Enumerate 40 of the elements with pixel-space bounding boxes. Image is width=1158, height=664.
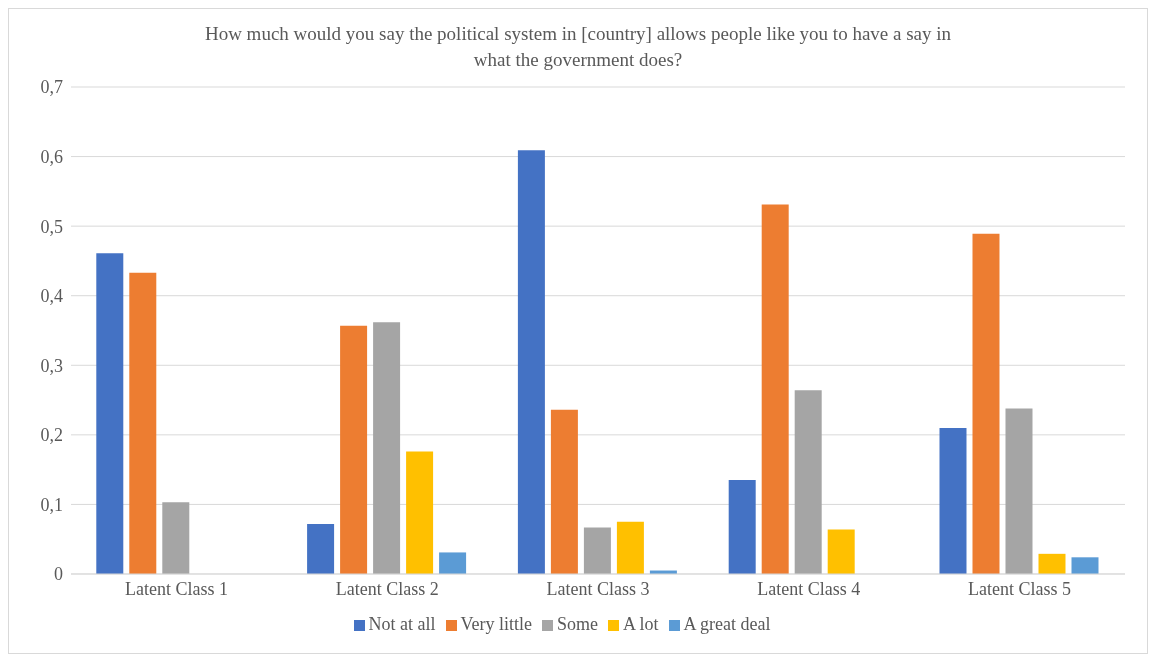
y-tick-label: 0,4 <box>40 286 63 307</box>
bar <box>761 204 789 574</box>
bar <box>162 502 190 574</box>
bar <box>406 451 434 574</box>
y-tick-label: 0,3 <box>40 355 63 376</box>
bar <box>972 233 1000 574</box>
bar <box>373 322 401 574</box>
bar <box>1038 553 1066 574</box>
bar <box>728 480 756 574</box>
x-tick-label: Latent Class 3 <box>546 578 650 599</box>
bar <box>939 427 967 574</box>
bar <box>439 552 467 574</box>
y-tick-label: 0,2 <box>40 425 63 446</box>
y-tick-label: 0,1 <box>40 494 63 515</box>
x-tick-label: Latent Class 5 <box>968 578 1072 599</box>
y-tick-label: 0,5 <box>40 216 63 237</box>
bar <box>517 150 545 574</box>
bar <box>340 325 368 574</box>
bar <box>129 272 157 574</box>
chart-title: How much would you say the political system in [country] allows people like you to have a say in what the government does? <box>203 22 953 72</box>
x-tick-label: Latent Class 2 <box>335 578 439 599</box>
legend-label: Not at all <box>368 614 436 634</box>
bar <box>550 409 578 574</box>
bar <box>307 523 335 574</box>
legend-label: A great deal <box>683 614 771 634</box>
bar <box>1005 408 1033 574</box>
y-tick-label: 0 <box>54 564 63 585</box>
y-tick-label: 0,7 <box>40 77 63 98</box>
bar <box>1071 557 1099 574</box>
bar <box>583 527 611 574</box>
legend-label: A lot <box>623 614 659 634</box>
legend-label: Very little <box>460 614 532 634</box>
bar <box>827 529 855 574</box>
bar <box>794 390 822 574</box>
legend-label: Some <box>556 614 598 634</box>
bar <box>616 521 644 574</box>
x-tick-label: Latent Class 1 <box>124 578 228 599</box>
bar <box>96 253 124 574</box>
y-tick-label: 0,6 <box>40 146 63 167</box>
x-tick-label: Latent Class 4 <box>757 578 861 599</box>
